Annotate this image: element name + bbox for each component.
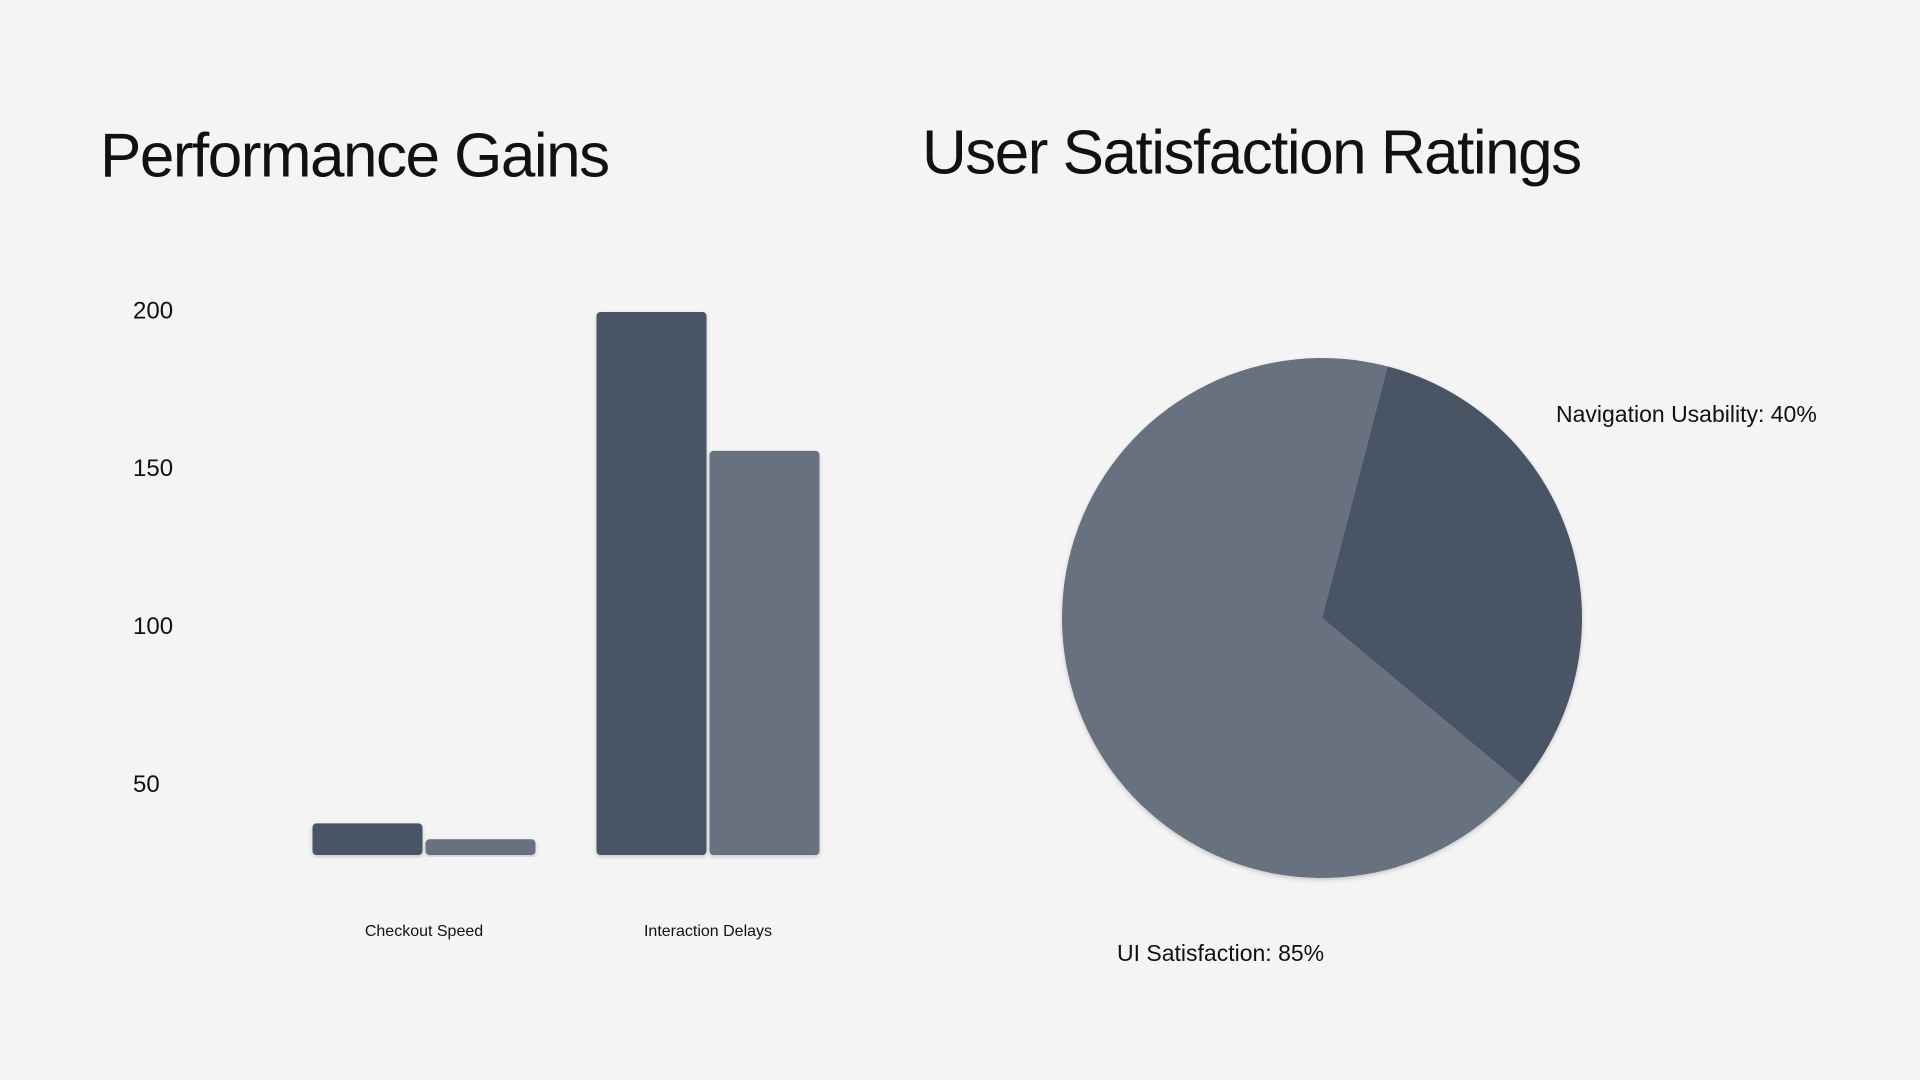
pie-chart-title: User Satisfaction Ratings	[922, 118, 1581, 187]
bar	[709, 450, 820, 855]
y-tick-label: 150	[133, 455, 173, 482]
y-tick-label: 100	[133, 613, 173, 640]
bar	[425, 839, 536, 855]
y-tick-label: 200	[133, 297, 173, 324]
pie-slice	[1322, 366, 1582, 785]
pie	[1062, 357, 1582, 879]
slice-label: Navigation Usability: 40%	[1556, 401, 1817, 427]
bar-chart-title: Performance Gains	[100, 121, 609, 190]
pie-slice	[1062, 357, 1522, 879]
x-tick-label: Checkout Speed	[365, 923, 483, 940]
x-tick-label: Interaction Delays	[644, 923, 772, 940]
slice-label: UI Satisfaction: 85%	[1117, 940, 1324, 966]
bar	[312, 823, 423, 855]
bar	[596, 312, 707, 855]
y-tick-label: 50	[133, 771, 160, 798]
